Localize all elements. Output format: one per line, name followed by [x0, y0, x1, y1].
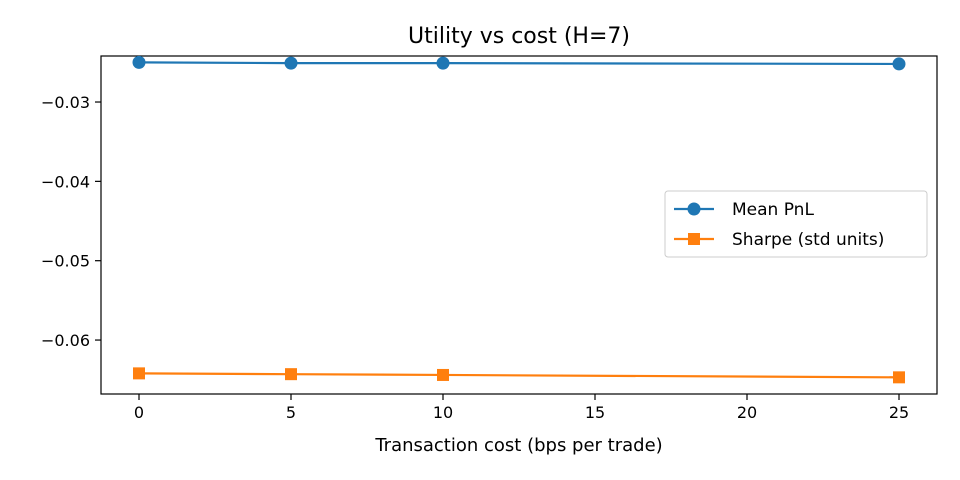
legend-box	[664, 190, 928, 258]
x-tick-label: 5	[286, 403, 296, 422]
data-point-circle	[284, 56, 298, 70]
x-tick-label: 20	[737, 403, 757, 422]
x-tick-label: 15	[585, 403, 605, 422]
legend-marker-square	[688, 233, 700, 245]
data-point-square	[437, 368, 449, 381]
y-axis: −0.03 −0.04 −0.05 −0.06	[41, 93, 101, 350]
data-point-circle	[132, 55, 146, 69]
y-tick-label: −0.04	[41, 172, 90, 191]
plot-frame	[100, 55, 938, 395]
series-line-1	[138, 372, 900, 379]
data-point-square	[893, 371, 905, 384]
x-tick-label: 25	[889, 403, 909, 422]
legend-label: Sharpe (std units)	[732, 230, 884, 250]
legend-marker-circle	[687, 202, 701, 216]
data-point-circle	[892, 57, 906, 71]
x-tick-label: 10	[433, 403, 453, 422]
data-point-square	[133, 367, 145, 380]
legend-label: Mean PnL	[732, 200, 814, 220]
plot-area: 0 5 10 15 20 25 −0.03 −0.04 −0.05 −0.06	[41, 55, 938, 422]
data-point-square	[285, 368, 297, 381]
y-tick-label: −0.06	[41, 331, 90, 350]
y-tick-label: −0.05	[41, 252, 90, 271]
data-point-circle	[436, 56, 450, 70]
series-line-0	[138, 61, 900, 66]
legend: Mean PnL Sharpe (std units)	[664, 190, 928, 258]
chart-title: Utility vs cost (H=7)	[408, 24, 630, 49]
x-tick-label: 0	[134, 403, 144, 422]
series-layer	[132, 55, 906, 384]
x-axis-label: Transaction cost (bps per trade)	[374, 435, 662, 456]
y-tick-label: −0.03	[41, 93, 90, 112]
x-axis: 0 5 10 15 20 25	[134, 394, 909, 422]
